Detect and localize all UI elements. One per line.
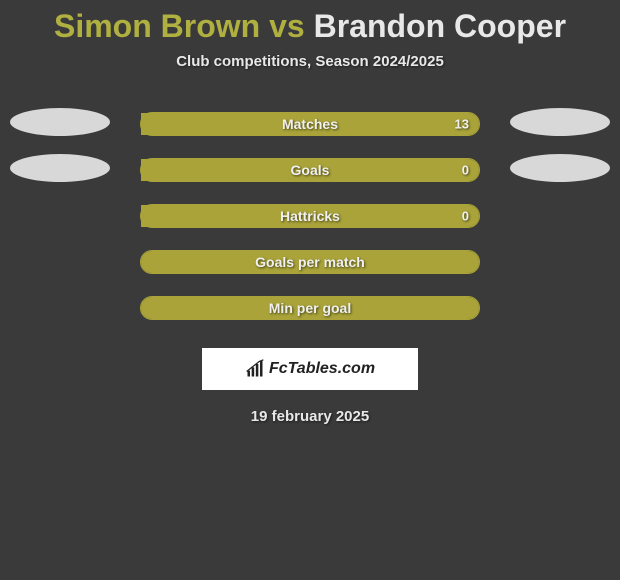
- stat-bar: Min per goal: [140, 296, 480, 320]
- player1-photo: [10, 108, 110, 136]
- stat-label: Hattricks: [280, 208, 340, 224]
- subtitle: Club competitions, Season 2024/2025: [0, 53, 620, 70]
- player2-name: Brandon Cooper: [314, 8, 566, 44]
- stat-rows: Matches 13 Goals 0 Hattricks 0 Goals per match…: [0, 100, 620, 330]
- stat-value-player2: 0: [462, 209, 469, 224]
- brand-text: FcTables.com: [269, 360, 375, 378]
- stat-value-player2: 13: [455, 117, 469, 132]
- stat-bar: Goals 0: [140, 158, 480, 182]
- brand-chart-icon: [245, 359, 265, 379]
- stat-value-player2: 0: [462, 163, 469, 178]
- player1-photo: [10, 154, 110, 182]
- vs-text: vs: [269, 8, 305, 44]
- stat-row: Goals per match: [0, 238, 620, 284]
- stat-bar: Matches 13: [140, 112, 480, 136]
- stat-label: Goals per match: [255, 254, 365, 270]
- stat-row: Min per goal: [0, 284, 620, 330]
- title: Simon Brown vs Brandon Cooper: [0, 8, 620, 45]
- stat-bar: Goals per match: [140, 250, 480, 274]
- date-text: 19 february 2025: [0, 408, 620, 425]
- stat-bar: Hattricks 0: [140, 204, 480, 228]
- brand-badge[interactable]: FcTables.com: [202, 348, 418, 390]
- comparison-widget: Simon Brown vs Brandon Cooper Club compe…: [0, 0, 620, 425]
- stat-row: Matches 13: [0, 100, 620, 146]
- player1-name: Simon Brown: [54, 8, 260, 44]
- stat-label: Matches: [282, 116, 338, 132]
- stat-label: Goals: [291, 162, 330, 178]
- stat-row: Hattricks 0: [0, 192, 620, 238]
- stat-row: Goals 0: [0, 146, 620, 192]
- stat-label: Min per goal: [269, 300, 351, 316]
- player2-photo: [510, 154, 610, 182]
- player2-photo: [510, 108, 610, 136]
